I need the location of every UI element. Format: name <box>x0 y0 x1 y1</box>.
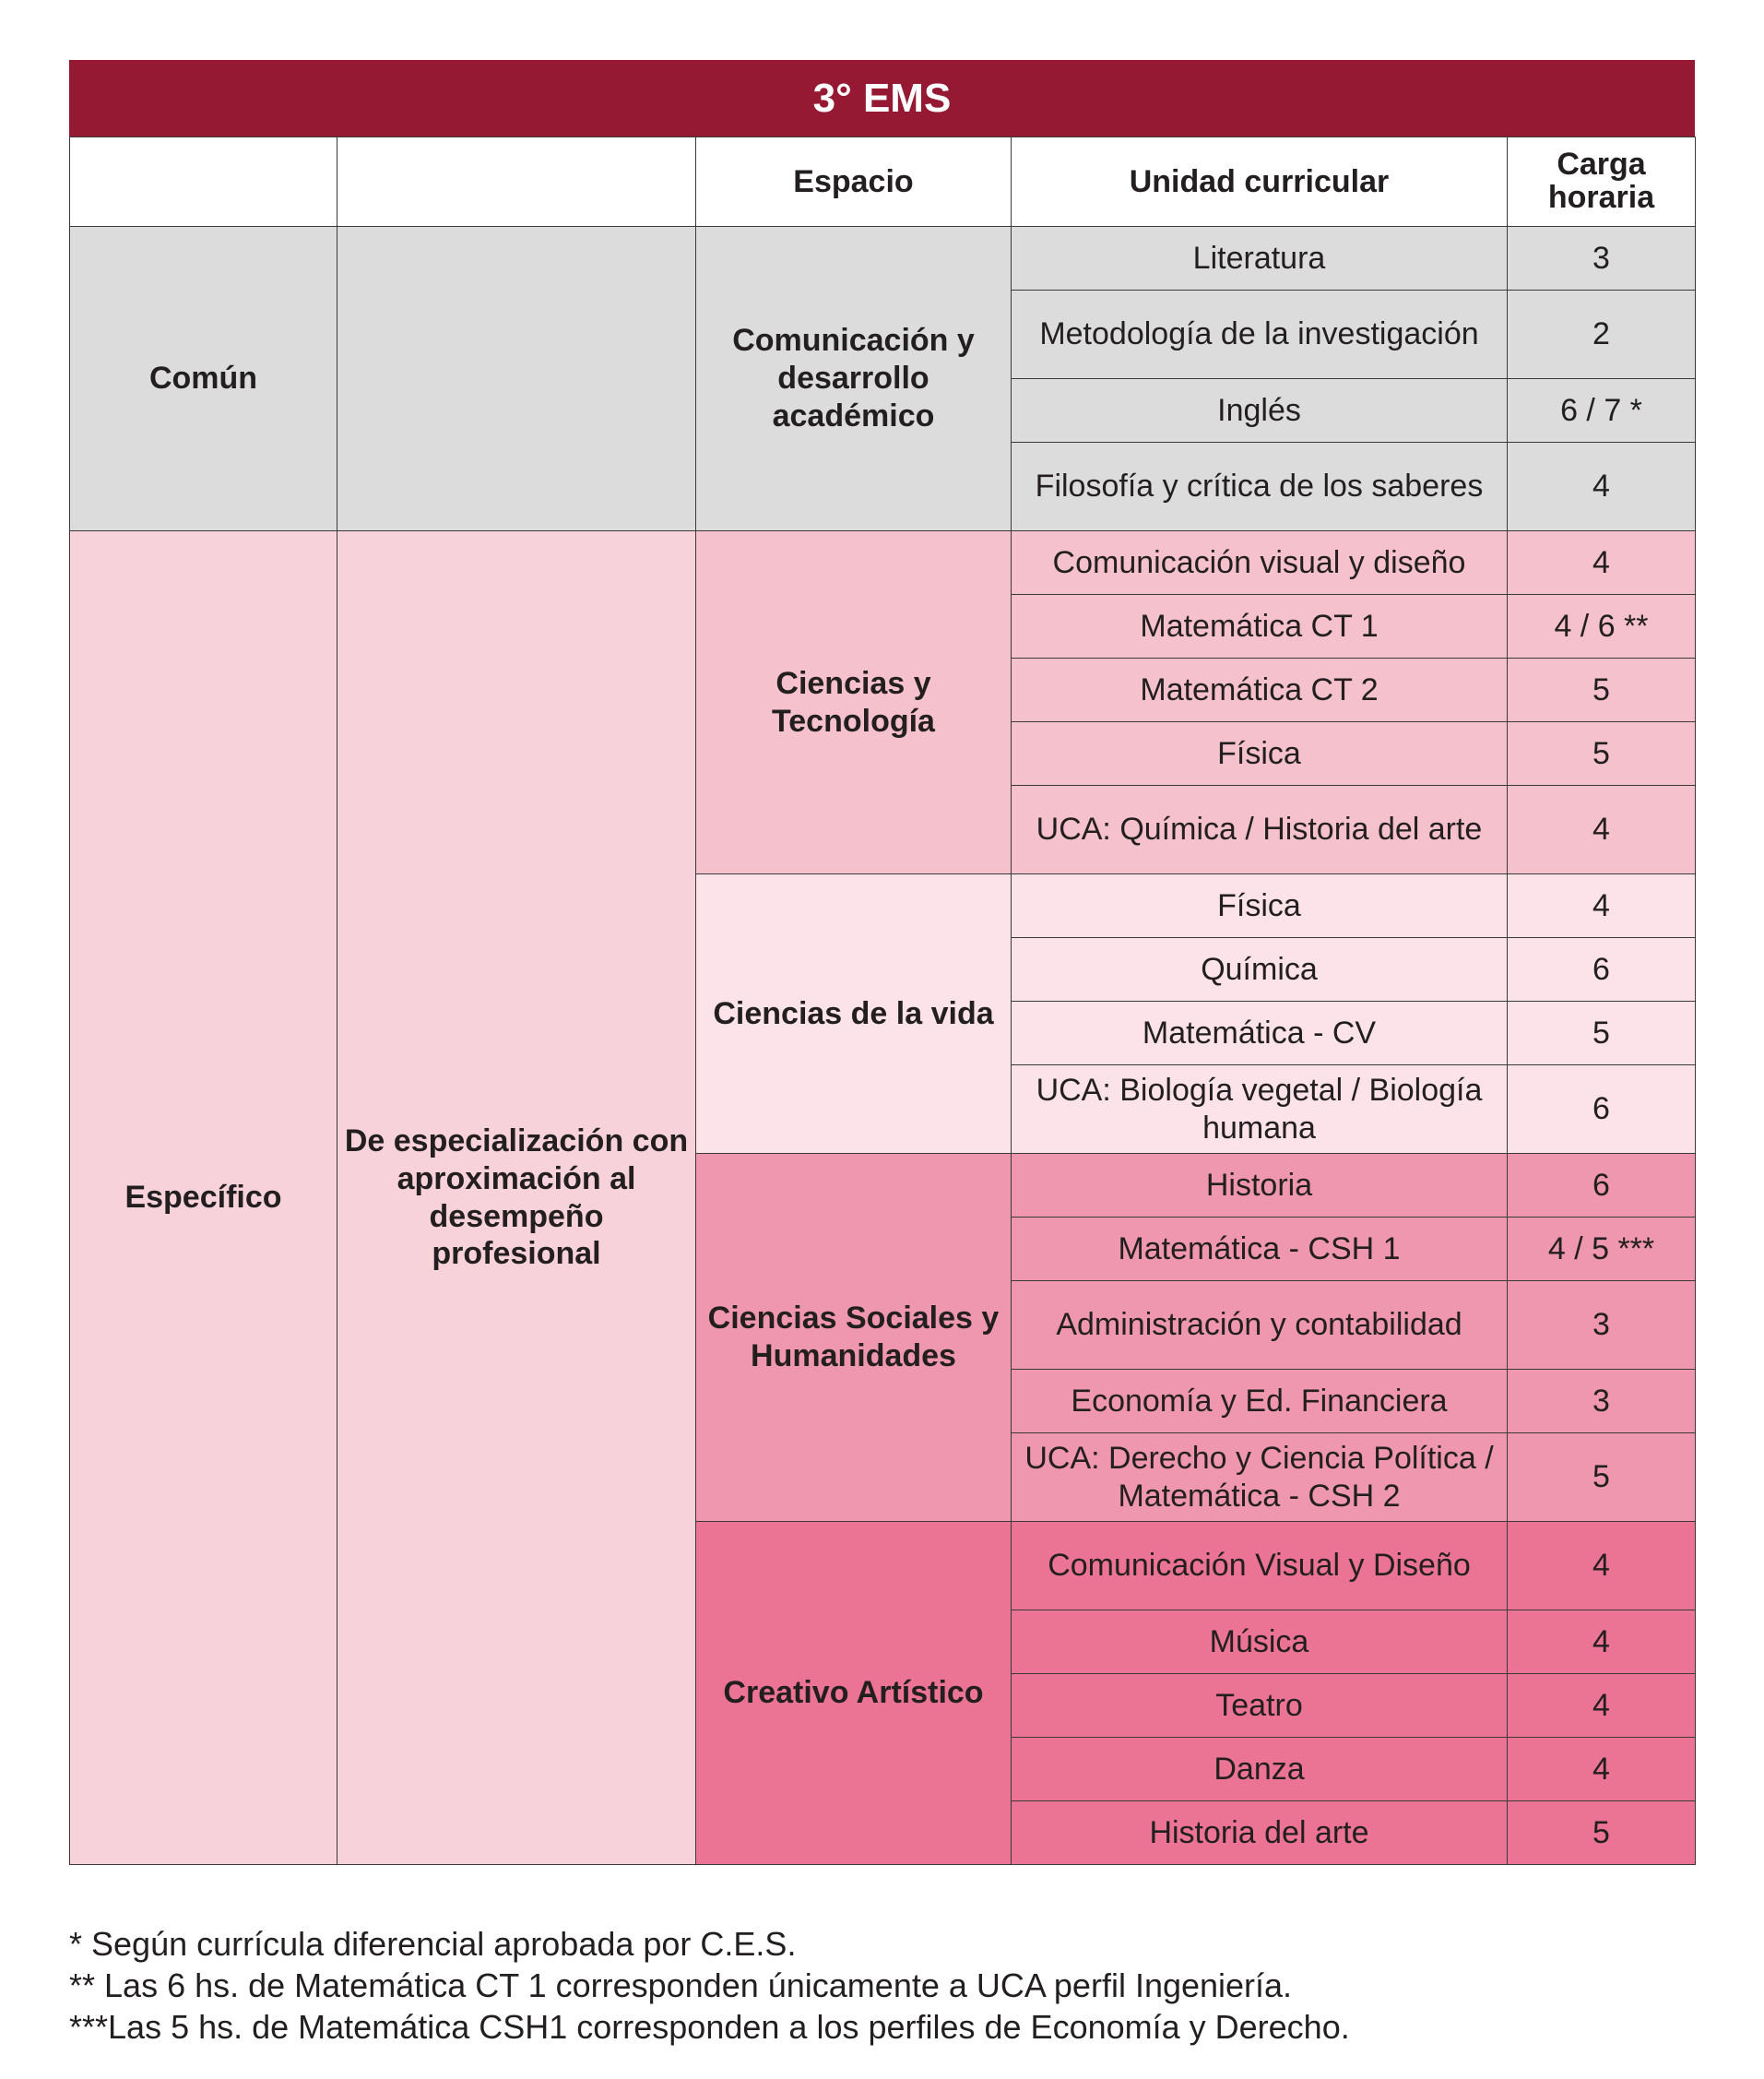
carga-cell: 5 <box>1507 1800 1696 1865</box>
unidad-cell: Física <box>1011 873 1508 938</box>
table-row: Creativo Artístico Comunicación Visual y … <box>70 1521 1696 1865</box>
tronco-cell: Específico <box>69 530 337 1865</box>
unidad-cell: UCA: Biología vegetal / Biología humana <box>1011 1064 1508 1154</box>
unidad-cell: Metodología de la investigación <box>1011 290 1508 379</box>
unidad-cell: Filosofía y crítica de los saberes <box>1011 442 1508 531</box>
unidad-cell: Música <box>1011 1610 1508 1674</box>
table-row: UCA: Biología vegetal / Biología humana 6 <box>70 1064 1696 1154</box>
footnote: ***Las 5 hs. de Matemática CSH1 correspo… <box>69 2008 1350 2046</box>
table-row: Inglés 6 / 7 * <box>70 378 1696 443</box>
unidad-cell: Literatura <box>1011 226 1508 291</box>
carga-cell: 4 <box>1507 873 1696 938</box>
header-tronco <box>69 137 337 227</box>
carga-cell: 4 / 5 *** <box>1507 1217 1696 1281</box>
footnote: * Según currícula diferencial aprobada p… <box>69 1925 797 1963</box>
table-row: Específico De especialización con aproxim… <box>69 530 1696 1865</box>
table-row: Metodología de la investigación 2 <box>70 290 1696 379</box>
carga-cell: 2 <box>1507 290 1696 379</box>
header-unidad: Unidad curricular <box>1011 137 1508 227</box>
header-carga: Carga horaria <box>1507 137 1696 227</box>
table-row: Común Comunicación y desarrollo académico… <box>69 226 1696 531</box>
espacio-cell: Ciencias y Tecnología <box>695 530 1012 874</box>
carga-cell: 4 <box>1507 442 1696 531</box>
table-row: Matemática - CV 5 <box>70 1001 1696 1065</box>
table-row: Teatro 4 <box>70 1673 1696 1738</box>
carga-cell: 4 <box>1507 1737 1696 1801</box>
carga-cell: 3 <box>1507 226 1696 291</box>
orientacion-cell <box>337 226 696 531</box>
unidad-cell: Matemática CT 1 <box>1011 594 1508 659</box>
unidad-cell: Matemática - CSH 1 <box>1011 1217 1508 1281</box>
table-row: Ciencias de la vida Física 4 <box>70 873 1696 1154</box>
espacio-cell: Ciencias de la vida <box>695 873 1012 1154</box>
table-row: UCA: Química / Historia del arte 4 <box>70 785 1696 874</box>
header-espacio: Espacio <box>695 137 1012 227</box>
carga-cell: 5 <box>1507 1001 1696 1065</box>
carga-cell: 4 <box>1507 1610 1696 1674</box>
footnotes: * Según currícula diferencial aprobada p… <box>69 1923 1350 2048</box>
espacio-cell: Creativo Artístico <box>695 1521 1012 1865</box>
unidad-cell: UCA: Química / Historia del arte <box>1011 785 1508 874</box>
unidad-cell: Comunicación Visual y Diseño <box>1011 1521 1508 1610</box>
unidad-cell: Historia del arte <box>1011 1800 1508 1865</box>
carga-cell: 4 <box>1507 1673 1696 1738</box>
carga-cell: 4 <box>1507 1521 1696 1610</box>
footnote: ** Las 6 hs. de Matemática CT 1 correspo… <box>69 1966 1293 2004</box>
espacio-cell: Comunicación y desarrollo académico <box>695 226 1012 531</box>
carga-cell: 4 <box>1507 785 1696 874</box>
unidad-cell: Historia <box>1011 1153 1508 1218</box>
table-row: UCA: Derecho y Ciencia Política / Matemá… <box>70 1432 1696 1522</box>
curriculum-table: Espacio Unidad curricular Carga horaria … <box>69 137 1696 1865</box>
carga-cell: 4 <box>1507 530 1696 595</box>
header-orientacion <box>337 137 696 227</box>
carga-cell: 5 <box>1507 1432 1696 1522</box>
carga-cell: 4 / 6 ** <box>1507 594 1696 659</box>
unidad-cell: Teatro <box>1011 1673 1508 1738</box>
table-row: Filosofía y crítica de los saberes 4 <box>70 442 1696 531</box>
unidad-cell: Química <box>1011 937 1508 1002</box>
curriculum-table-container: 3° EMS Espacio Unidad curricular Carga h… <box>69 60 1696 1865</box>
unidad-cell: Inglés <box>1011 378 1508 443</box>
table-row: Danza 4 <box>70 1737 1696 1801</box>
table-row: Historia del arte 5 <box>70 1800 1696 1865</box>
unidad-cell: Física <box>1011 721 1508 786</box>
unidad-cell: UCA: Derecho y Ciencia Política / Matemá… <box>1011 1432 1508 1522</box>
table-row: Administración y contabilidad 3 <box>70 1280 1696 1370</box>
unidad-cell: Economía y Ed. Financiera <box>1011 1369 1508 1433</box>
tronco-cell: Común <box>69 226 337 531</box>
carga-cell: 5 <box>1507 658 1696 722</box>
carga-cell: 5 <box>1507 721 1696 786</box>
orientacion-cell: De especialización con aproximación al d… <box>337 530 696 1865</box>
table-row: Economía y Ed. Financiera 3 <box>70 1369 1696 1433</box>
espacio-cell: Ciencias Sociales y Humanidades <box>695 1153 1012 1522</box>
unidad-cell: Matemática CT 2 <box>1011 658 1508 722</box>
unidad-cell: Danza <box>1011 1737 1508 1801</box>
carga-cell: 6 / 7 * <box>1507 378 1696 443</box>
unidad-cell: Matemática - CV <box>1011 1001 1508 1065</box>
header-row: Espacio Unidad curricular Carga horaria <box>69 137 1696 227</box>
carga-cell: 6 <box>1507 1064 1696 1154</box>
carga-cell: 3 <box>1507 1369 1696 1433</box>
carga-cell: 6 <box>1507 937 1696 1002</box>
table-row: Química 6 <box>70 937 1696 1002</box>
table-title: 3° EMS <box>69 60 1695 137</box>
unidad-cell: Comunicación visual y diseño <box>1011 530 1508 595</box>
carga-cell: 6 <box>1507 1153 1696 1218</box>
carga-cell: 3 <box>1507 1280 1696 1370</box>
unidad-cell: Administración y contabilidad <box>1011 1280 1508 1370</box>
